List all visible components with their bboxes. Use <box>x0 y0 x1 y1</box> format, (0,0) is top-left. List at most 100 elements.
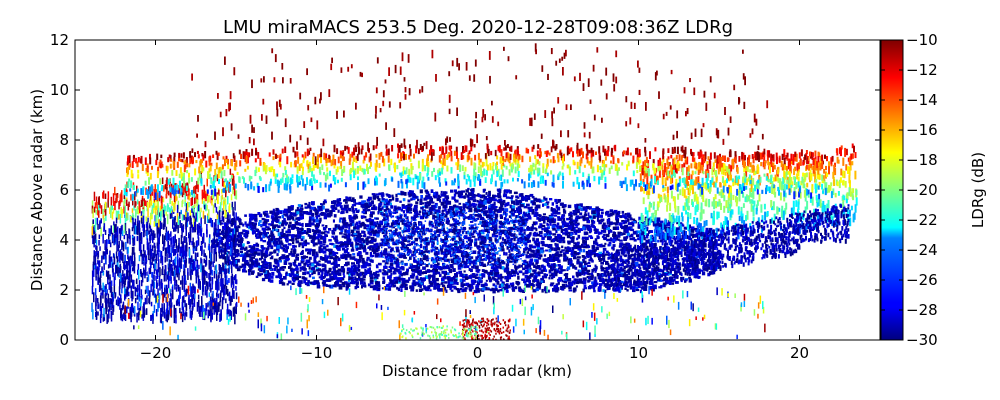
cloud-pixel <box>421 207 424 210</box>
cloud-pixel <box>288 229 291 233</box>
cloud-pixel <box>407 203 410 206</box>
cloud-pixel <box>632 237 636 241</box>
cloud-pixel <box>561 205 565 209</box>
cloud-pixel <box>565 230 569 233</box>
cloud-pixel <box>395 264 400 268</box>
cloud-pixel <box>472 250 477 254</box>
cloud-pixel <box>544 290 548 294</box>
cloud-pixel <box>226 235 230 238</box>
cloud-pixel <box>301 242 304 246</box>
cloud-pixel <box>358 269 361 272</box>
cloud-pixel <box>387 288 392 291</box>
cloud-pixel <box>357 258 361 262</box>
cloud-pixel <box>361 211 366 214</box>
cloud-pixel <box>524 242 528 246</box>
cloud-pixel <box>436 265 439 269</box>
cloud-pixel <box>311 252 316 257</box>
cloud-pixel <box>639 267 642 270</box>
cloud-pixel <box>607 238 612 242</box>
cloud-pixel <box>552 220 556 224</box>
cloud-pixel <box>267 245 270 250</box>
cloud-pixel <box>272 228 275 232</box>
cloud-pixel <box>352 268 355 271</box>
cloud-pixel <box>448 267 451 272</box>
cloud-pixel <box>402 210 405 214</box>
cloud-pixel <box>561 249 565 252</box>
cloud-pixel <box>507 201 510 206</box>
cloud-pixel <box>287 280 292 284</box>
cloud-pixel <box>528 264 531 268</box>
cloud-pixel <box>585 231 589 235</box>
cloud-pixel <box>477 247 480 250</box>
cloud-pixel <box>469 196 474 201</box>
cloud-pixel <box>406 216 409 220</box>
cloud-pixel <box>561 287 565 291</box>
cloud-pixel <box>402 278 406 281</box>
cloud-pixel <box>482 210 486 215</box>
cloud-pixel <box>236 249 239 252</box>
cloud-pixel <box>463 265 467 269</box>
cloud-pixel <box>368 231 373 236</box>
cloud-pixel <box>305 259 310 264</box>
cloud-pixel <box>447 211 450 214</box>
cloud-pixel <box>250 247 255 250</box>
cloud-pixel <box>265 213 269 217</box>
cloud-pixel <box>553 214 558 217</box>
cloud-pixel <box>602 257 606 261</box>
cloud-pixel <box>403 256 407 259</box>
cloud-pixel <box>527 225 529 230</box>
cloud-pixel <box>321 270 324 275</box>
cloud-pixel <box>690 271 694 276</box>
cloud-pixel <box>328 273 332 276</box>
cloud-pixel <box>587 272 590 276</box>
cloud-pixel <box>322 231 326 234</box>
cloud-pixel <box>354 202 359 205</box>
cloud-pixel <box>498 225 502 229</box>
cloud-pixel <box>587 264 591 267</box>
cloud-pixel <box>489 271 493 276</box>
cloud-pixel <box>602 267 607 270</box>
cloud-pixel <box>364 202 369 206</box>
cloud-pixel <box>383 266 388 269</box>
cloud-pixel <box>439 273 442 277</box>
cloud-pixel <box>423 271 427 274</box>
cloud-pixel <box>463 227 467 230</box>
cloud-pixel <box>555 229 558 233</box>
cloud-pixel <box>292 244 295 249</box>
cloud-pixel <box>357 264 360 268</box>
cloud-pixel <box>573 282 576 285</box>
cloud-pixel <box>577 227 580 231</box>
cloud-pixel <box>406 243 411 247</box>
cloud-pixel <box>386 283 390 288</box>
cloud-pixel <box>474 266 477 269</box>
cloud-pixel <box>396 278 399 281</box>
cloud-pixel <box>553 247 558 252</box>
cloud-pixel <box>432 264 437 268</box>
cloud-pixel <box>215 233 219 238</box>
cloud-pixel <box>325 208 329 213</box>
cloud-pixel <box>501 261 506 265</box>
cloud-pixel <box>332 251 337 255</box>
cloud-pixel <box>335 252 339 255</box>
cloud-pixel <box>469 246 472 251</box>
cloud-pixel <box>369 233 373 236</box>
cloud-pixel <box>337 272 342 276</box>
cloud-pixel <box>526 276 530 279</box>
cloud-pixel <box>424 202 428 206</box>
cloud-pixel <box>535 262 538 265</box>
cloud-pixel <box>684 280 687 283</box>
cloud-pixel <box>347 223 352 227</box>
cloud-pixel <box>277 263 280 267</box>
cloud-pixel <box>533 227 537 230</box>
cloud-pixel <box>352 253 356 256</box>
cloud-pixel <box>695 276 698 279</box>
cloud-pixel <box>709 271 712 275</box>
cloud-pixel <box>283 276 287 280</box>
cloud-pixel <box>603 229 607 233</box>
cloud-pixel <box>485 192 488 195</box>
cloud-pixel <box>662 282 667 286</box>
cloud-pixel <box>519 228 523 233</box>
cloud-pixel <box>482 223 485 227</box>
cloud-pixel <box>518 216 521 219</box>
cloud-pixel <box>596 236 600 239</box>
